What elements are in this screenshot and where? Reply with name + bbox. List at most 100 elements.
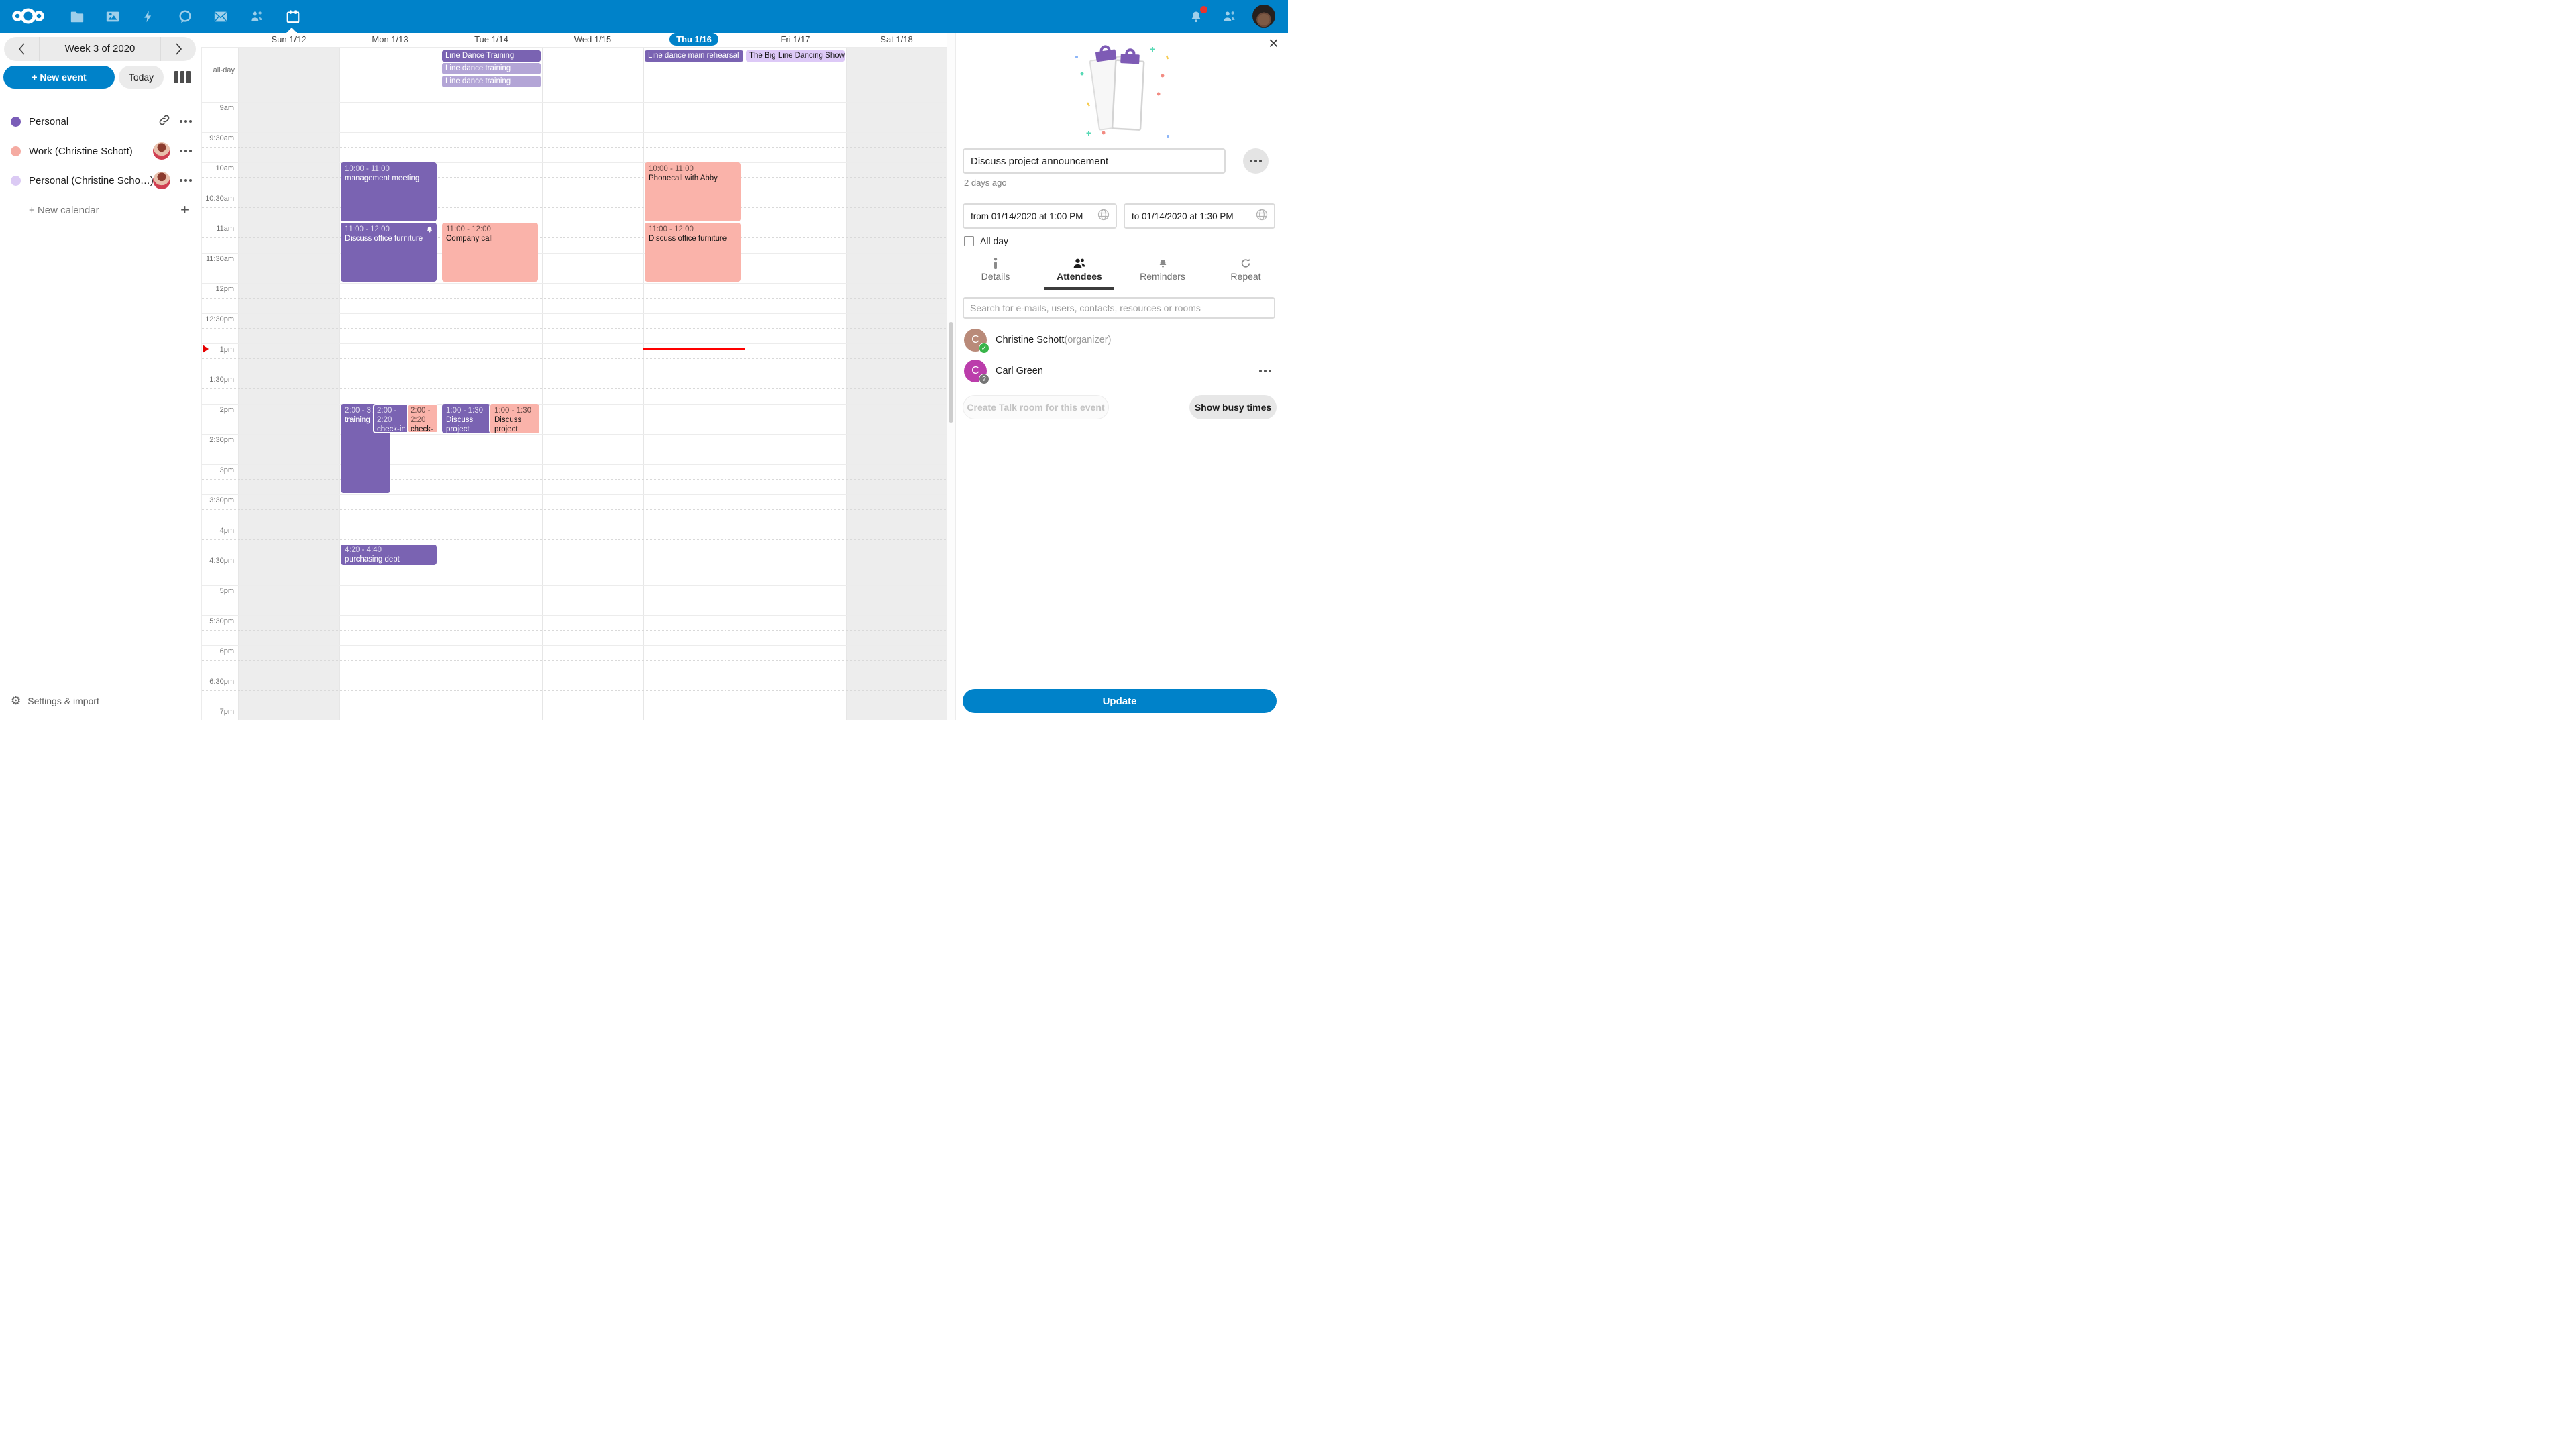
update-button[interactable]: Update	[963, 689, 1277, 713]
active-app-indicator	[286, 28, 297, 33]
all-day-checkbox[interactable]	[964, 235, 974, 246]
info-icon	[959, 254, 1032, 269]
mail-icon[interactable]	[212, 8, 229, 25]
timezone-globe-icon[interactable]	[1097, 208, 1113, 225]
share-link-icon[interactable]	[158, 114, 170, 129]
photos-icon[interactable]	[104, 8, 121, 25]
new-calendar-row[interactable]: + New calendar +	[0, 195, 201, 225]
day-header-tue[interactable]: Tue 1/14	[474, 34, 508, 44]
new-calendar-label: + New calendar	[29, 204, 99, 216]
contacts-menu-icon[interactable]	[1221, 8, 1238, 25]
calendar-item-personal-christine[interactable]: Personal (Christine Scho…)	[0, 166, 201, 195]
allday-event-cancelled[interactable]: Line dance training	[442, 76, 541, 87]
user-avatar[interactable]	[1252, 5, 1275, 28]
settings-and-import[interactable]: ⚙ Settings & import	[0, 691, 201, 711]
event-time: 10:00 - 11:00	[649, 165, 694, 173]
event-purchasing-dept[interactable]: 4:20 - 4:40 purchasing dept	[341, 545, 437, 565]
day-header-mon[interactable]: Mon 1/13	[372, 34, 409, 44]
shared-by-avatar	[153, 172, 170, 189]
to-datetime-field	[1124, 203, 1275, 229]
event-phonecall-with-abby[interactable]: 10:00 - 11:00 Phonecall with Abby	[645, 162, 741, 221]
event-more-actions-button[interactable]	[1243, 148, 1269, 174]
tab-details[interactable]: Details	[959, 254, 1032, 289]
day-header-sat[interactable]: Sat 1/18	[880, 34, 913, 44]
allday-event-cancelled[interactable]: Line dance training	[442, 63, 541, 74]
nextcloud-logo[interactable]	[11, 5, 46, 31]
attendee-search-input[interactable]	[963, 297, 1275, 319]
attendee-menu-icon[interactable]	[1259, 370, 1271, 372]
grid-scrollbar-thumb[interactable]	[949, 322, 953, 423]
calendar-item-personal[interactable]: Personal	[0, 107, 201, 136]
event-discuss-office-furniture-thu[interactable]: 11:00 - 12:00 Discuss office furniture	[645, 223, 741, 282]
tab-repeat[interactable]: Repeat	[1209, 254, 1283, 289]
calendar-item-work-christine[interactable]: Work (Christine Schott)	[0, 136, 201, 166]
to-datetime-input[interactable]	[1125, 211, 1255, 221]
show-busy-times-button[interactable]: Show busy times	[1189, 395, 1277, 419]
attendee-avatar: C ✓	[964, 329, 989, 354]
from-datetime-input[interactable]	[964, 211, 1097, 221]
notification-badge	[1200, 6, 1208, 13]
accepted-check-badge: ✓	[979, 343, 989, 354]
activity-icon[interactable]	[140, 8, 157, 25]
event-management-meeting[interactable]: 10:00 - 11:00 management meeting	[341, 162, 437, 221]
event-editor-panel: × 2	[955, 33, 1288, 720]
day-header-wed[interactable]: Wed 1/15	[574, 34, 612, 44]
grid-hline	[201, 162, 947, 163]
time-label: 1pm	[219, 345, 234, 354]
allday-event[interactable]: Line Dance Training	[442, 50, 541, 62]
day-header-thu[interactable]: Thu 1/16	[643, 33, 745, 48]
tab-attendees[interactable]: Attendees	[1042, 254, 1116, 289]
top-bar	[0, 0, 1288, 33]
week-view-toggle-icon[interactable]	[174, 71, 191, 83]
event-title: Discuss project	[494, 416, 522, 433]
event-company-call[interactable]: 11:00 - 12:00 Company call	[442, 223, 538, 282]
event-discuss-project[interactable]: 1:00 - 1:30 Discuss project	[489, 404, 539, 433]
previous-week-button[interactable]	[4, 37, 39, 61]
today-button[interactable]: Today	[119, 66, 164, 89]
event-check-in-1[interactable]: 2:00 - 2:20 check-in	[373, 404, 410, 433]
allday-event[interactable]: Line dance main rehearsal	[645, 50, 743, 62]
day-header-sun[interactable]: Sun 1/12	[271, 34, 307, 44]
tab-reminders[interactable]: Reminders	[1126, 254, 1199, 289]
contacts-icon[interactable]	[248, 8, 266, 25]
grid-hline	[201, 313, 947, 314]
event-discuss-office-furniture-mon[interactable]: 11:00 - 12:00 Discuss office furniture	[341, 223, 437, 282]
event-discuss-project-announcement[interactable]: 1:00 - 1:30 Discuss project announcement	[442, 404, 490, 433]
notifications-bell-icon[interactable]	[1187, 6, 1208, 25]
grid-vline	[238, 33, 239, 720]
time-label: 9am	[219, 104, 234, 112]
timezone-globe-icon[interactable]	[1255, 208, 1271, 225]
event-title-input[interactable]	[963, 148, 1226, 174]
new-event-button[interactable]: + New event	[3, 66, 115, 89]
calendar-name: Personal (Christine Scho…)	[29, 174, 153, 186]
event-training[interactable]: 2:00 - 3:30 training	[341, 404, 390, 493]
next-week-button[interactable]	[161, 37, 196, 61]
event-time: 2:00 - 2:20	[377, 407, 397, 424]
time-label: 3:30pm	[209, 496, 234, 504]
calendar-icon[interactable]	[284, 8, 302, 25]
allday-event[interactable]: The Big Line Dancing Show	[746, 50, 845, 62]
plus-icon[interactable]: +	[180, 201, 189, 218]
event-title: management meeting	[345, 174, 420, 182]
event-title: training	[345, 416, 370, 424]
calendar-menu-icon[interactable]	[180, 150, 192, 152]
tab-label: Reminders	[1140, 271, 1185, 282]
week-label[interactable]: Week 3 of 2020	[39, 37, 161, 61]
files-icon[interactable]	[68, 8, 86, 25]
create-talk-room-button[interactable]: Create Talk room for this event	[963, 395, 1109, 419]
grid-hline	[201, 343, 947, 344]
grid-hline-dotted	[201, 479, 947, 480]
tab-label: Attendees	[1057, 271, 1102, 282]
tab-label: Details	[981, 271, 1010, 282]
from-datetime-field	[963, 203, 1117, 229]
event-check-in-2[interactable]: 2:00 - 2:20 check-in	[407, 404, 439, 433]
pending-question-badge: ?	[979, 374, 989, 384]
time-label: 4pm	[219, 527, 234, 535]
talk-icon[interactable]	[176, 8, 194, 25]
calendar-menu-icon[interactable]	[180, 120, 192, 123]
all-day-checkbox-row[interactable]: All day	[964, 235, 1008, 246]
day-header-fri[interactable]: Fri 1/17	[780, 34, 810, 44]
calendar-menu-icon[interactable]	[180, 179, 192, 182]
close-icon[interactable]: ×	[1268, 33, 1279, 53]
time-label: 5:30pm	[209, 617, 234, 625]
